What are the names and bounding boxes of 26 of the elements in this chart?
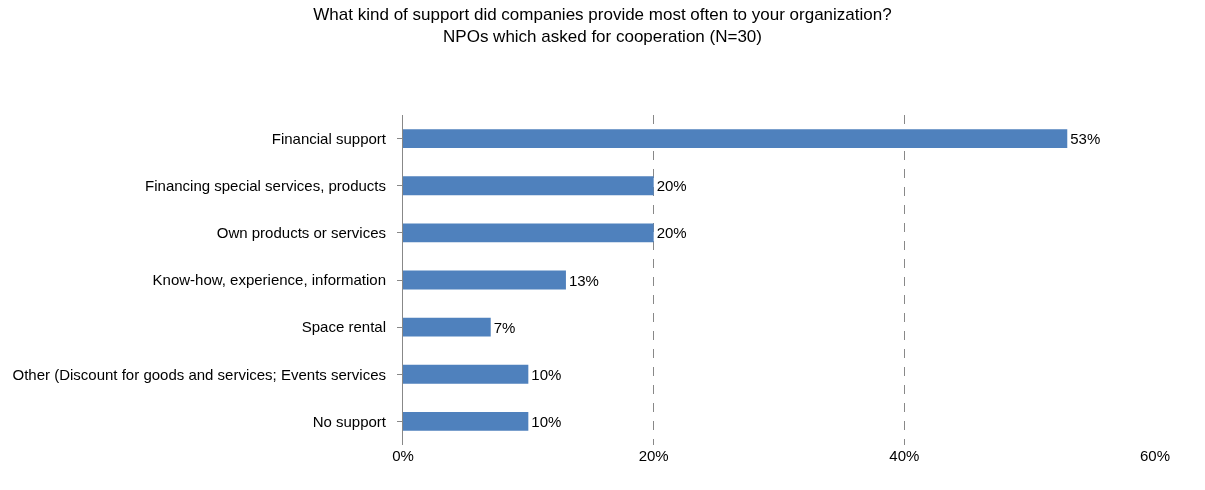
- data-label: 20%: [656, 177, 687, 195]
- data-label: 7%: [493, 318, 516, 336]
- y-tick-label: Space rental: [301, 318, 386, 336]
- x-tick-label: 20%: [638, 447, 669, 464]
- bar: [403, 270, 566, 290]
- y-tick-label: No support: [312, 412, 387, 430]
- chart-title: What kind of support did companies provide most often to your organization? NPOs which asked for cooperation (N=30): [313, 4, 892, 46]
- data-label: 10%: [531, 365, 562, 383]
- bar: [403, 317, 491, 337]
- y-tick-label: Financial support: [271, 129, 387, 147]
- data-label: 53%: [1070, 130, 1101, 148]
- bar: [403, 364, 529, 384]
- bar: [403, 223, 654, 243]
- bar: [403, 412, 529, 431]
- bar: [403, 129, 1068, 148]
- data-label: 10%: [531, 412, 562, 430]
- x-tick-label: 40%: [889, 447, 920, 464]
- bar: [403, 176, 654, 196]
- y-tick-label: Know-how, experience, information: [152, 271, 386, 289]
- x-tick-label: 0%: [392, 447, 414, 464]
- data-label: 13%: [568, 271, 599, 289]
- x-tick-label: 60%: [1139, 447, 1171, 464]
- data-label: 20%: [656, 224, 687, 242]
- y-tick-label: Other (Discount for goods and services; Events services: [12, 365, 386, 383]
- y-tick-label: Financing special services, products: [145, 176, 386, 194]
- y-tick-label: Own products or services: [216, 224, 386, 242]
